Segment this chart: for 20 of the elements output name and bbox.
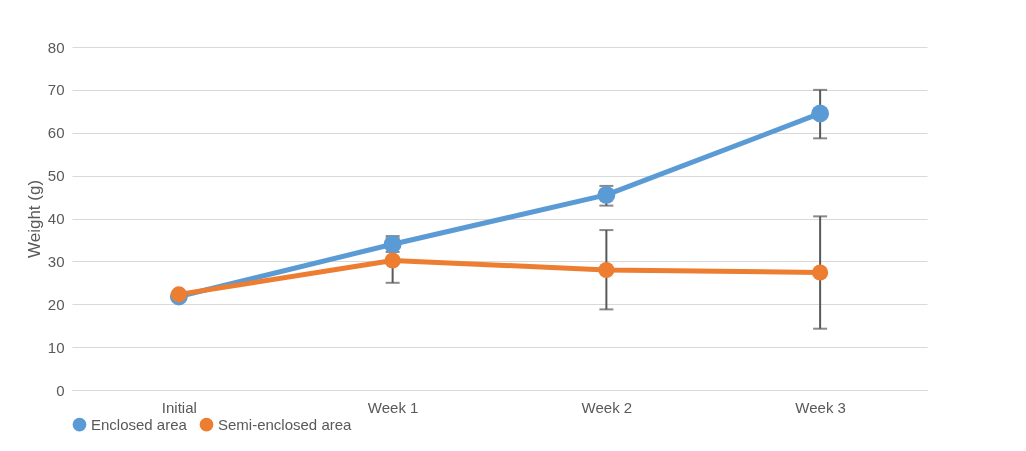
y-tick-label: 20 bbox=[47, 295, 65, 313]
y-tick-label: 50 bbox=[47, 167, 65, 185]
x-tick-label: Initial bbox=[161, 398, 197, 416]
y-tick-label: 80 bbox=[47, 38, 65, 56]
x-tick-label: Week 3 bbox=[795, 398, 846, 416]
y-tick-label: 40 bbox=[47, 210, 65, 227]
x-tick-label: Week 1 bbox=[367, 398, 419, 416]
y-tick-label: 70 bbox=[47, 81, 65, 99]
legend-label: Semi-enclosed area bbox=[218, 415, 353, 433]
x-tick-label: Week 2 bbox=[581, 398, 633, 416]
point bbox=[811, 104, 830, 123]
y-tick-label: 0 bbox=[56, 381, 65, 399]
point bbox=[384, 252, 401, 269]
y-axis-title: Weight (g) bbox=[24, 179, 44, 259]
point bbox=[598, 261, 615, 278]
y-tick-label: 10 bbox=[47, 338, 65, 356]
y-tick-label: 30 bbox=[47, 252, 65, 270]
y-tick-label: 60 bbox=[47, 124, 65, 142]
legend-label: Enclosed area bbox=[91, 415, 188, 433]
point bbox=[812, 264, 829, 281]
